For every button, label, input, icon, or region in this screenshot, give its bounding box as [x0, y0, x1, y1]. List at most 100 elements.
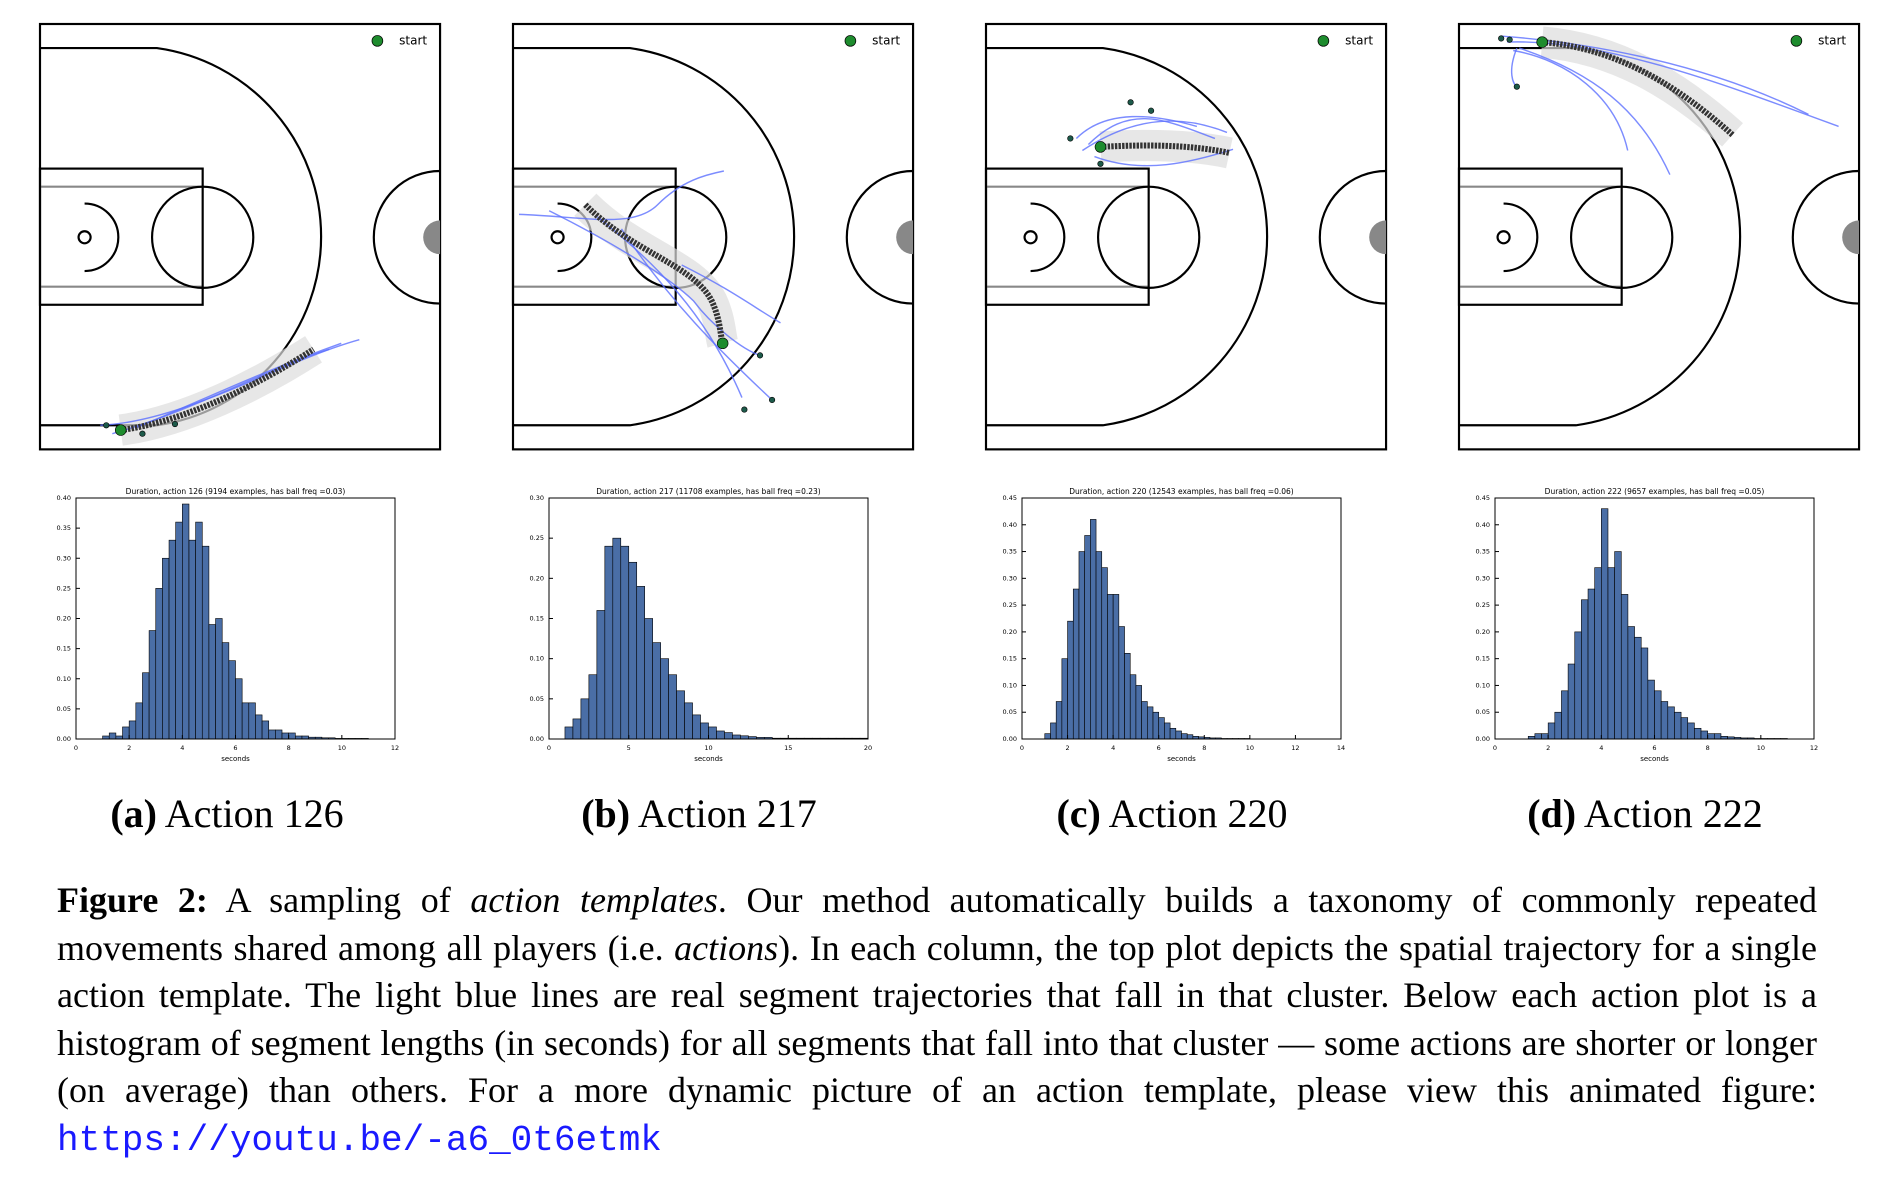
bar: [628, 561, 638, 740]
y-tick-label: 0.35: [57, 524, 71, 532]
x-tick-label: 0: [74, 744, 78, 752]
legend-marker: [1317, 35, 1330, 47]
x-tick-label: 8: [1202, 744, 1206, 752]
bar: [1112, 594, 1120, 740]
segment-trajectory: [1075, 115, 1198, 139]
y-tick-label: 0.10: [530, 655, 544, 663]
bar: [1067, 620, 1074, 740]
bar: [1694, 727, 1702, 740]
y-tick-label: 0.05: [57, 705, 71, 713]
bar: [1601, 508, 1609, 740]
bar: [1547, 722, 1556, 740]
court: start: [38, 22, 442, 451]
y-tick-label: 0.00: [57, 735, 71, 743]
bar: [1095, 551, 1103, 740]
y-tick-label: 0.35: [1003, 548, 1017, 556]
bar: [612, 537, 622, 740]
y-tick-label: 0.25: [57, 584, 71, 592]
bar: [1152, 711, 1160, 740]
subcaption-text: Action 222: [1583, 791, 1763, 836]
basket: [1023, 230, 1038, 245]
bar: [1667, 706, 1675, 740]
trajectory-endpoint: [1127, 99, 1134, 106]
subcaption-text: Action 217: [637, 791, 817, 836]
bar: [644, 618, 653, 740]
x-tick-label: 15: [784, 744, 792, 752]
subcaption-text: Action 220: [1108, 791, 1288, 836]
segment-trajectory: [1501, 35, 1809, 116]
court: start: [511, 22, 915, 451]
y-tick-label: 0.15: [1003, 655, 1017, 663]
bar: [268, 729, 276, 740]
free-throw-circle: [1569, 185, 1674, 289]
bar: [1181, 733, 1188, 740]
legend-marker: [1790, 35, 1803, 47]
chart-title: Duration, action 126 (9194 examples, has…: [126, 487, 346, 496]
trajectory-endpoint: [769, 396, 776, 404]
subcaption-label: (d): [1527, 791, 1577, 836]
bar: [652, 642, 661, 740]
bar: [1158, 717, 1165, 740]
bar: [732, 734, 741, 740]
x-tick-label: 6: [1157, 744, 1161, 752]
bar: [275, 729, 283, 740]
y-tick-label: 0.10: [57, 675, 71, 683]
caption-link[interactable]: https://youtu.be/-a6_0t6etmk: [57, 1119, 662, 1161]
bar: [692, 714, 701, 740]
bar: [208, 624, 216, 740]
bar: [1707, 733, 1715, 740]
subcaption: (c) Action 220: [952, 790, 1392, 837]
x-tick-label: 12: [1810, 744, 1818, 752]
y-tick-label: 0.05: [530, 695, 544, 703]
legend-label: start: [1345, 33, 1373, 47]
x-tick-label: 10: [1246, 744, 1254, 752]
bar: [1687, 722, 1695, 740]
x-tick-label: 4: [1599, 744, 1603, 752]
trajectory-endpoint: [139, 430, 146, 437]
y-tick-label: 0.20: [57, 615, 71, 623]
caption-emphasis: action templates: [470, 880, 718, 920]
caption: Figure 2: A sampling of action templates…: [57, 877, 1817, 1165]
bar: [175, 521, 183, 740]
bar: [182, 503, 190, 740]
basket: [550, 230, 565, 245]
bar: [668, 674, 677, 740]
bar: [1561, 690, 1569, 740]
bar: [228, 660, 236, 740]
x-tick-label: 14: [1337, 744, 1345, 752]
bar: [142, 672, 150, 740]
bar: [108, 732, 117, 740]
x-tick-label: 8: [1706, 744, 1710, 752]
bar: [135, 702, 143, 740]
bar: [1640, 647, 1649, 740]
subcaption-text: Action 126: [164, 791, 344, 836]
bar: [1061, 658, 1068, 740]
bar: [1186, 734, 1194, 740]
y-tick-label: 0.15: [57, 645, 71, 653]
bar: [241, 702, 250, 740]
trajectory-endpoint: [1536, 36, 1548, 48]
center-circle: [372, 169, 441, 305]
bar: [1700, 730, 1708, 740]
key: [984, 167, 1150, 306]
segment-trajectory: [681, 264, 781, 324]
x-tick-label: 12: [391, 744, 399, 752]
action-template: [120, 346, 316, 434]
bar: [636, 586, 645, 740]
bar: [588, 674, 598, 740]
bar: [255, 714, 263, 740]
trajectory-endpoint: [171, 420, 179, 428]
bar: [596, 610, 606, 740]
caption-text: A sampling of: [225, 880, 451, 920]
trajectory-endpoint: [1097, 160, 1104, 167]
trajectory-endpoint: [741, 406, 748, 413]
bar: [1607, 567, 1615, 740]
center-dot: [1369, 220, 1387, 255]
action-template: [1541, 39, 1735, 138]
bar: [1554, 711, 1562, 740]
x-axis-label: seconds: [1167, 755, 1196, 763]
x-tick-label: 12: [1291, 744, 1299, 752]
legend-label: start: [399, 33, 427, 47]
center-circle: [1318, 169, 1387, 305]
